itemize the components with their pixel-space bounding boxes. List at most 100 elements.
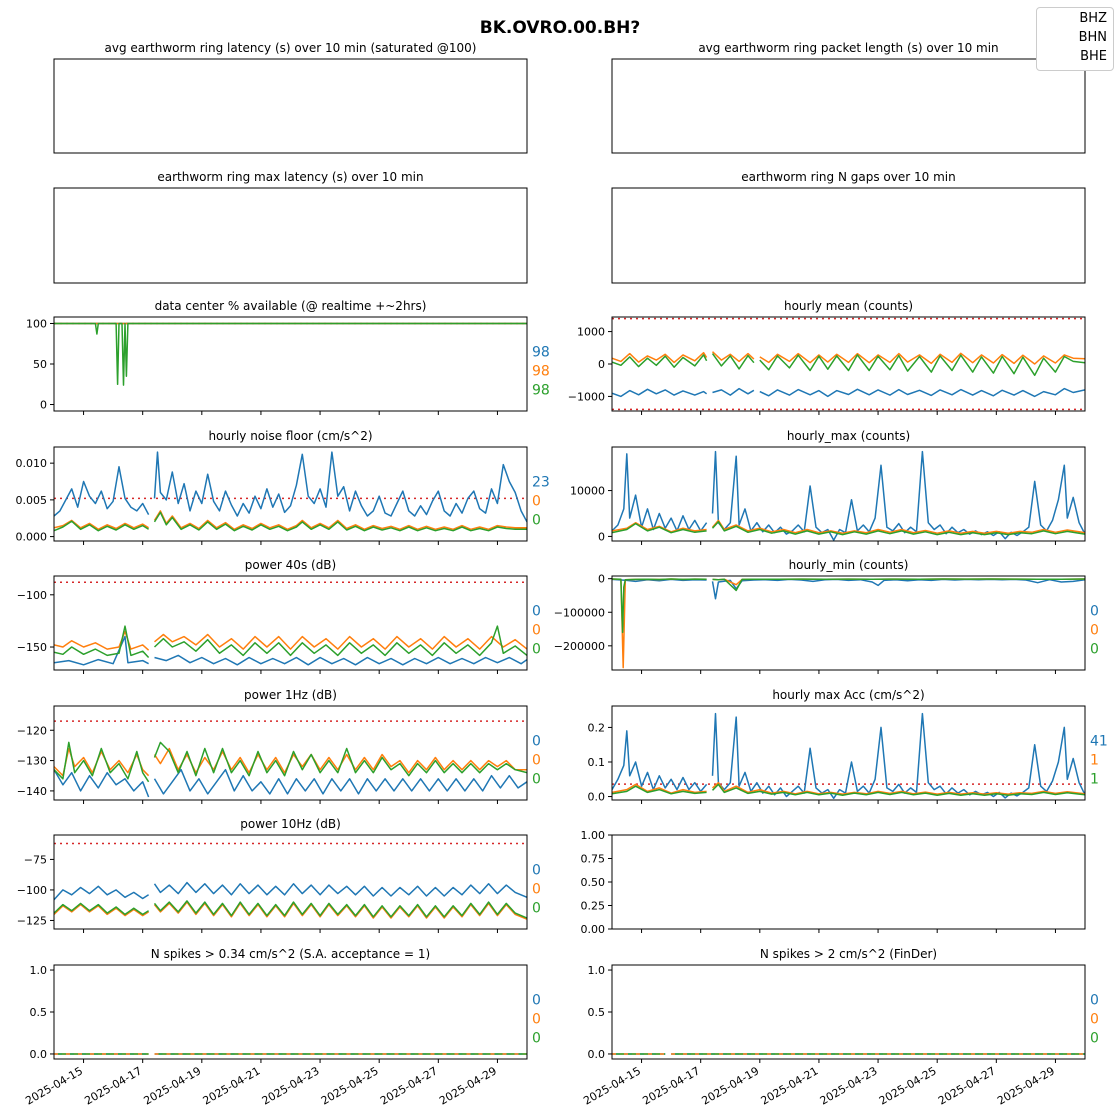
panel-p2: earthworm ring max latency (s) over 10 m… <box>53 170 528 284</box>
panel-p1: avg earthworm ring packet length (s) ove… <box>611 41 1086 154</box>
panel-title: earthworm ring max latency (s) over 10 m… <box>157 170 423 184</box>
axes-frame <box>53 446 528 542</box>
y-tick-label: 1.0 <box>30 964 48 977</box>
side-count-bhe: 0 <box>532 641 541 657</box>
y-tick-label: 50 <box>33 358 47 371</box>
panel-p0: avg earthworm ring latency (s) over 10 m… <box>53 41 528 154</box>
axes-frame <box>611 187 1086 284</box>
panel-p15: N spikes > 2 cm/s^2 (FinDer) 0.0 0.5 1.0 202… <box>581 947 1099 1108</box>
axes-frame <box>611 58 1086 154</box>
series-line-bhe <box>54 741 527 783</box>
side-count-bhz: 0 <box>532 603 541 619</box>
series-line-bhz <box>612 712 1085 800</box>
side-count-bhz: 41 <box>1090 733 1108 749</box>
panel-p14: N spikes > 0.34 cm/s^2 (S.A. acceptance … <box>23 947 541 1108</box>
y-tick-label: 0.25 <box>581 900 606 913</box>
y-tick-label: −100 <box>17 589 47 602</box>
y-tick-label: 0.50 <box>581 876 606 889</box>
y-tick-label: 0.0 <box>588 791 606 804</box>
series-line-bhn <box>54 630 527 651</box>
panel-p4: data center % available (@ realtime +~2h… <box>26 299 550 415</box>
figure-title: BK.OVRO.00.BH? <box>479 18 641 38</box>
x-tick-label: 2025-04-25 <box>319 1064 381 1107</box>
y-tick-label: −100 <box>17 884 47 897</box>
series-line-bhe <box>612 353 1085 377</box>
axes-frame <box>53 964 528 1060</box>
side-count-bhe: 0 <box>532 771 541 787</box>
side-count-bhz: 23 <box>532 474 550 490</box>
y-tick-label: 0.75 <box>581 853 606 866</box>
series-line-bhn <box>612 519 1085 534</box>
series-line-bhz <box>54 635 527 666</box>
y-tick-label: 100 <box>26 317 47 330</box>
x-tick-label: 2025-04-23 <box>818 1064 880 1107</box>
series-line-bhn <box>54 747 527 777</box>
side-count-bhn: 0 <box>532 752 541 768</box>
y-tick-label: 10000 <box>570 485 605 498</box>
legend-entry-bhe: BHE <box>1080 49 1107 64</box>
panel-title: hourly mean (counts) <box>784 299 913 313</box>
y-tick-label: −1000 <box>568 390 605 403</box>
panel-title: avg earthworm ring latency (s) over 10 m… <box>105 41 477 55</box>
y-tick-label: 0.5 <box>30 1006 48 1019</box>
side-count-bhn: 0 <box>532 622 541 638</box>
panel-p11: hourly max Acc (cm/s^2) 0.0 0.1 0.2 41 1 1 <box>588 688 1108 804</box>
panel-p6: hourly noise floor (cm/s^2) 0.000 0.005 0.0… <box>16 429 550 545</box>
x-tick-label: 2025-04-19 <box>699 1064 761 1107</box>
series-line-bhe <box>612 520 1085 536</box>
axes-frame <box>53 58 528 154</box>
panel-title: hourly_max (counts) <box>787 429 910 443</box>
x-tick-label: 2025-04-29 <box>437 1064 499 1107</box>
y-tick-label: 0.0 <box>30 1048 48 1061</box>
series-line-bhz <box>612 578 1085 600</box>
y-tick-label: 0.5 <box>588 1006 606 1019</box>
axes-frame <box>611 446 1086 542</box>
panel-title: power 40s (dB) <box>245 558 336 572</box>
side-count-bhe: 0 <box>1090 641 1099 657</box>
series-line-bhz <box>612 387 1085 398</box>
legend: BHZ BHN BHE <box>1036 7 1114 71</box>
series-line-bhn <box>612 351 1085 365</box>
y-tick-label: 0.1 <box>588 756 606 769</box>
legend-entry-bhz: BHZ <box>1079 11 1107 26</box>
series-line-bhe <box>612 578 1085 634</box>
y-tick-label: 1000 <box>577 326 605 339</box>
y-tick-label: 1.00 <box>581 829 606 842</box>
y-tick-label: 0.00 <box>581 923 606 936</box>
y-tick-label: −75 <box>24 853 47 866</box>
side-count-bhz: 0 <box>532 862 541 878</box>
y-tick-label: 0.010 <box>16 457 48 470</box>
side-count-bhe: 1 <box>1090 771 1099 787</box>
series-line-bhe <box>54 511 527 532</box>
y-tick-label: −200000 <box>554 640 605 653</box>
side-count-bhn: 1 <box>1090 752 1099 768</box>
y-tick-label: 0.005 <box>16 494 48 507</box>
panel-title: hourly noise floor (cm/s^2) <box>208 429 372 443</box>
side-count-bhn: 0 <box>1090 1011 1099 1027</box>
side-count-bhe: 0 <box>532 1030 541 1046</box>
panel-title: N spikes > 0.34 cm/s^2 (S.A. acceptance … <box>151 947 430 961</box>
panel-title: data center % available (@ realtime +~2h… <box>155 299 427 313</box>
side-count-bhe: 0 <box>1090 1030 1099 1046</box>
x-tick-label: 2025-04-27 <box>936 1064 998 1107</box>
panel-p9: hourly_min (counts) −200000 −100000 0 0 0 0 <box>554 558 1099 674</box>
axes-frame <box>611 964 1086 1060</box>
axes-frame <box>611 575 1086 671</box>
y-tick-label: 0 <box>40 399 47 412</box>
panel-p8: power 40s (dB) −150 −100 0 0 0 <box>17 558 541 674</box>
series-line-bhn <box>612 781 1085 795</box>
side-count-bhn: 0 <box>532 1011 541 1027</box>
panel-title: N spikes > 2 cm/s^2 (FinDer) <box>760 947 937 961</box>
x-tick-label: 2025-04-17 <box>82 1064 144 1107</box>
side-count-bhe: 0 <box>532 512 541 528</box>
panel-p10: power 1Hz (dB) −140 −130 −120 0 0 0 <box>17 688 541 804</box>
side-count-bhz: 0 <box>1090 992 1099 1008</box>
x-tick-label: 2025-04-29 <box>995 1064 1057 1107</box>
series-line-bhe <box>612 783 1085 796</box>
x-tick-label: 2025-04-17 <box>640 1064 702 1107</box>
side-count-bhz: 0 <box>532 992 541 1008</box>
y-tick-label: 0 <box>598 573 605 586</box>
y-tick-label: −100000 <box>554 606 605 619</box>
side-count-bhe: 98 <box>532 382 550 398</box>
